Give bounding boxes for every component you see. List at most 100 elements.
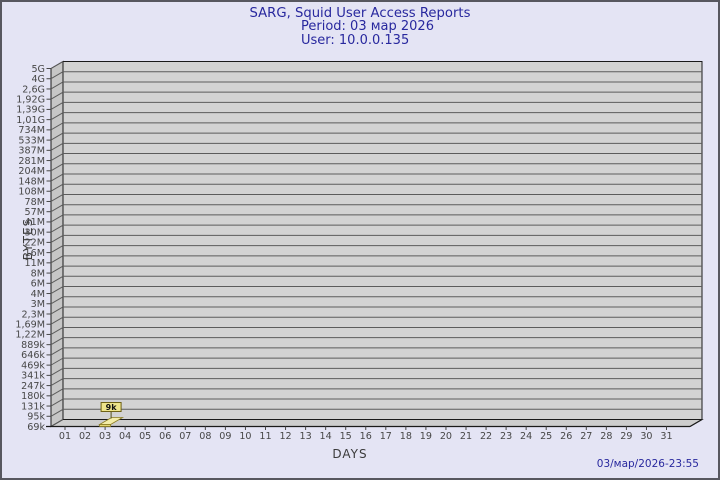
y-tick-connector (50, 214, 64, 223)
y-tick-label: 1,92G (16, 94, 45, 105)
y-tick-connector (50, 91, 64, 100)
y-tick-label: 281M (18, 156, 45, 167)
y-tick-connector (50, 388, 64, 397)
y-tick-connector (50, 357, 64, 366)
y-tick-connector (50, 173, 64, 182)
y-tick-label: 95k (27, 412, 45, 423)
y-tick-connector (50, 337, 64, 346)
y-tick-connector (50, 378, 64, 387)
x-tick-label: 04 (119, 431, 131, 442)
x-tick-label: 13 (299, 431, 311, 442)
y-tick-label: 22M (25, 238, 46, 249)
x-tick-label: 10 (239, 431, 251, 442)
report-subheader: Period: 03 мар 2026 User: 10.0.0.135 (301, 20, 434, 47)
y-tick-label: 646k (21, 350, 45, 361)
floor-3d (49, 419, 704, 427)
y-tick-label: 180k (21, 391, 45, 402)
bar-day-03 (99, 424, 111, 427)
y-tick-connector (50, 142, 64, 151)
y-tick-label: 4M (31, 289, 45, 300)
x-tick-label: 24 (520, 431, 532, 442)
x-tick-label: 19 (420, 431, 432, 442)
x-tick-label: 21 (460, 431, 472, 442)
y-tick-connector (50, 316, 64, 325)
generated-timestamp: 03/мар/2026-23:55 (596, 458, 699, 470)
y-tick-connector (50, 234, 64, 243)
x-tick-label: 17 (380, 431, 392, 442)
y-tick-connector (50, 61, 64, 69)
y-tick-label: 11M (25, 258, 46, 269)
x-tick-label: 14 (320, 431, 332, 442)
y-tick-label: 1,01G (16, 115, 45, 126)
y-tick-label: 57M (25, 207, 46, 218)
x-tick-label: 28 (600, 431, 612, 442)
x-tick-label: 06 (159, 431, 171, 442)
y-tick-connector (50, 194, 64, 202)
x-tick-label: 29 (620, 431, 632, 442)
x-axis-corner (689, 418, 703, 428)
y-tick-label: 16M (25, 248, 46, 259)
x-tick-label: 01 (59, 431, 71, 442)
x-tick-label: 25 (540, 431, 552, 442)
y-tick-label: 341k (21, 371, 45, 382)
y-tick-label: 6M (31, 279, 45, 290)
x-tick-label: 22 (480, 431, 492, 442)
y-tick-label: 1,39G (16, 105, 45, 116)
y-tick-connector (50, 122, 64, 131)
x-tick-label: 05 (139, 431, 151, 442)
y-tick-label: 204M (18, 166, 45, 177)
x-axis-title: DAYS (332, 447, 368, 461)
y-tick-connector (50, 419, 64, 427)
y-tick-connector (50, 367, 64, 376)
x-tick-label: 20 (440, 431, 452, 442)
x-tick-label: 31 (660, 431, 672, 442)
plot-area (62, 61, 703, 420)
x-tick-label: 02 (79, 431, 91, 442)
y-tick-label: 5G (31, 64, 45, 75)
y-tick-connector (50, 183, 64, 192)
y-tick-connector (50, 132, 64, 141)
y-tick-label: 108M (18, 187, 45, 198)
y-tick-label: 1,22M (15, 330, 45, 341)
y-tick-label: 69k (27, 422, 45, 433)
x-tick-label: 26 (560, 431, 572, 442)
x-tick-label: 30 (640, 431, 652, 442)
y-tick-label: 41M (25, 217, 46, 228)
y-tick-connector (50, 306, 64, 315)
y-tick-label: 131k (21, 401, 45, 412)
y-tick-connector (50, 81, 64, 90)
y-tick-connector (50, 101, 64, 110)
y-tick-label: 1,69M (15, 320, 45, 331)
y-tick-label: 469k (21, 360, 45, 371)
x-tick-label: 07 (179, 431, 191, 442)
y-tick-label: 889k (21, 340, 45, 351)
report-period: Period: 03 мар 2026 (301, 19, 434, 34)
y-tick-connector (50, 163, 64, 172)
y-tick-label: 387M (18, 146, 45, 157)
y-tick-connector (50, 112, 64, 121)
x-tick-label: 12 (279, 431, 291, 442)
y-tick-label: 533M (18, 135, 45, 146)
y-tick-label: 3M (31, 299, 45, 310)
y-tick-connector (50, 71, 64, 80)
x-tick-label: 08 (199, 431, 211, 442)
y-tick-connector (50, 347, 64, 356)
y-tick-label: 30M (25, 227, 46, 238)
y-tick-connector (50, 296, 64, 305)
x-tick-label: 18 (400, 431, 412, 442)
y-tick-label: 8M (31, 268, 45, 279)
y-tick-connector (50, 398, 64, 407)
x-tick-label: 27 (580, 431, 592, 442)
y-tick-connector (50, 255, 64, 264)
y-tick-connector (50, 286, 64, 294)
value-callout-label: 9k (106, 403, 118, 412)
x-tick-label: 03 (99, 431, 111, 442)
y-tick-connector (50, 265, 64, 274)
y-tick-label: 247k (21, 381, 45, 392)
y-tick-connector (50, 327, 64, 335)
x-tick-label: 16 (360, 431, 372, 442)
y-tick-label: 2,3M (21, 309, 45, 320)
value-callout-box (100, 402, 122, 412)
